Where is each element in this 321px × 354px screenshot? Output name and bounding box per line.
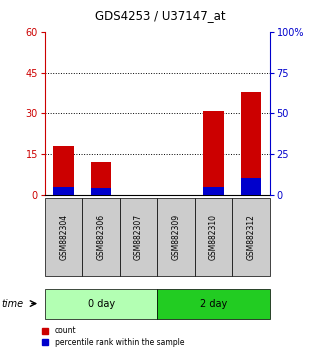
Text: GSM882312: GSM882312 [247, 214, 256, 260]
Text: GSM882307: GSM882307 [134, 214, 143, 260]
Bar [203, 110, 224, 195]
Text: GSM882306: GSM882306 [97, 214, 106, 260]
Legend: count, percentile rank within the sample: count, percentile rank within the sample [42, 326, 184, 347]
Bar [203, 187, 224, 195]
Text: time: time [2, 298, 24, 309]
Bar [53, 146, 74, 195]
Bar [91, 162, 111, 195]
Text: 2 day: 2 day [200, 298, 227, 309]
Text: GSM882304: GSM882304 [59, 214, 68, 260]
Bar [241, 92, 261, 195]
Bar [241, 178, 261, 195]
Bar [91, 188, 111, 195]
Text: GSM882309: GSM882309 [171, 214, 180, 260]
Bar [53, 187, 74, 195]
Text: GSM882310: GSM882310 [209, 214, 218, 260]
Text: GDS4253 / U37147_at: GDS4253 / U37147_at [95, 9, 226, 22]
Text: 0 day: 0 day [88, 298, 115, 309]
